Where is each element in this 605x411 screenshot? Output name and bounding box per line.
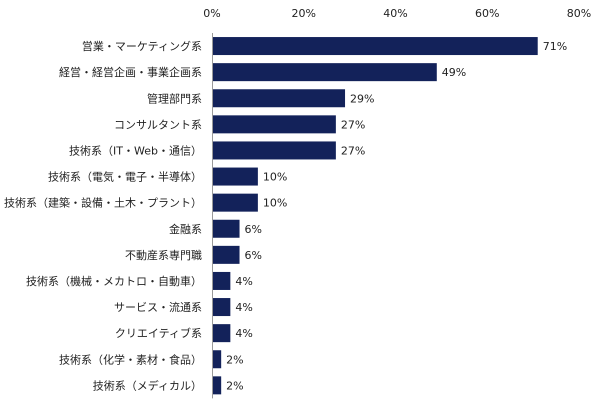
value-label: 6% — [245, 223, 262, 236]
bar — [213, 350, 222, 369]
value-label: 10% — [263, 197, 287, 210]
value-label: 4% — [235, 275, 252, 288]
value-label: 29% — [350, 92, 374, 105]
bar — [213, 298, 231, 317]
bar — [213, 167, 258, 186]
x-tick-label: 80% — [567, 7, 591, 20]
value-label: 10% — [263, 171, 287, 184]
bar — [213, 37, 538, 56]
category-label: 技術系（IT・Web・通信） — [69, 144, 202, 157]
category-label: 技術系（電気・電子・半導体） — [48, 170, 202, 184]
value-label: 2% — [226, 353, 243, 366]
bar — [213, 141, 336, 160]
category-label: 技術系（化学・素材・食品） — [59, 352, 202, 366]
bar — [213, 115, 336, 134]
category-label: 金融系 — [169, 222, 202, 236]
bars — [213, 37, 538, 395]
value-label: 71% — [543, 40, 567, 53]
value-label: 27% — [341, 144, 365, 157]
x-tick-label: 40% — [383, 7, 407, 20]
value-label: 49% — [442, 66, 466, 79]
value-labels: 71%49%29%27%27%10%10%6%6%4%4%4%2%2% — [226, 40, 567, 392]
bar — [213, 89, 346, 108]
bar — [213, 219, 240, 238]
category-label: 営業・マーケティング系 — [82, 39, 202, 53]
bar — [213, 271, 231, 290]
category-label: 技術系（建築・設備・土木・プラント） — [4, 196, 202, 210]
category-labels: 営業・マーケティング系経営・経営企画・事業企画系管理部門系コンサルタント系技術系… — [4, 39, 202, 392]
x-tick-label: 0% — [203, 7, 220, 20]
category-label: 技術系（機械・メカトロ・自動車） — [26, 274, 202, 288]
category-label: クリエイティブ系 — [115, 326, 202, 340]
x-tick-label: 20% — [292, 7, 316, 20]
value-label: 2% — [226, 379, 243, 392]
category-label: 経営・経営企画・事業企画系 — [59, 65, 202, 79]
value-label: 6% — [245, 249, 262, 262]
bar — [213, 376, 222, 395]
value-label: 4% — [235, 327, 252, 340]
value-label: 4% — [235, 301, 252, 314]
category-label: 管理部門系 — [147, 91, 202, 105]
x-tick-label: 60% — [475, 7, 499, 20]
bar — [213, 63, 437, 82]
category-label: 不動産系専門職 — [125, 248, 202, 262]
bar — [213, 193, 258, 212]
category-label: サービス・流通系 — [114, 300, 202, 314]
bar — [213, 324, 231, 343]
x-axis-ticks: 0% 20% 40% 60% 80% — [203, 7, 591, 20]
category-label: 技術系（メディカル） — [93, 378, 202, 392]
category-label: コンサルタント系 — [114, 118, 202, 131]
bar — [213, 245, 240, 264]
value-label: 27% — [341, 118, 365, 131]
